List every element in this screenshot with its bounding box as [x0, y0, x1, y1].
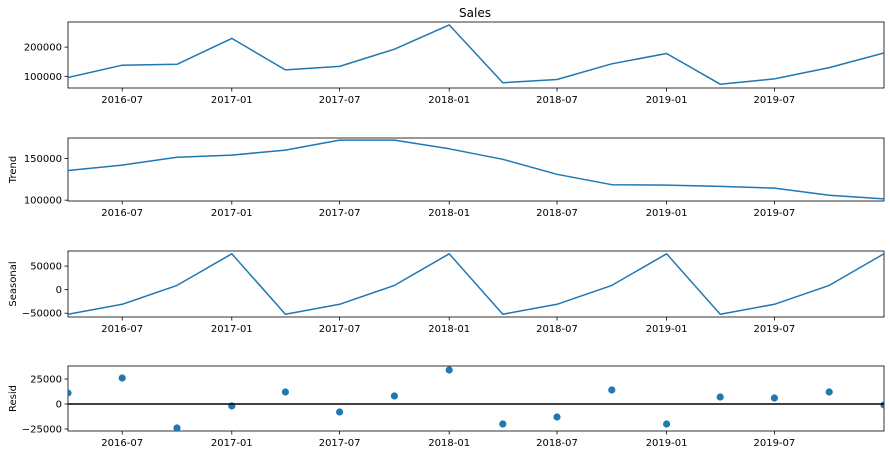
x-tick-label: 2016-07: [101, 324, 143, 335]
chart-title: Sales: [459, 6, 491, 20]
axes-frame: [67, 365, 885, 432]
axes-frame: [67, 250, 885, 318]
x-tick-label: 2017-07: [319, 324, 361, 335]
y-tick-label: 200000: [24, 43, 62, 54]
x-tick-label: 2018-07: [536, 438, 578, 449]
subplot-trend: 100000 150000 2016-07 2017-01 2017-07 2018-01…: [8, 137, 885, 219]
data-layer: [68, 253, 884, 315]
axes-frame: [67, 21, 885, 89]
y-tick-label: 0: [56, 400, 62, 411]
x-tick-label: 2018-01: [428, 438, 470, 449]
x-tick-label: 2019-01: [646, 208, 688, 219]
x-tick-label: 2016-07: [101, 208, 143, 219]
y-axis-label: Trend: [8, 156, 19, 184]
y-tick-label: 0: [56, 285, 62, 296]
x-tick-label: 2016-07: [101, 438, 143, 449]
x-tick-label: 2017-01: [211, 324, 253, 335]
x-tick-label: 2018-01: [428, 95, 470, 106]
y-axis-label: Resid: [8, 385, 19, 412]
residual-point: [118, 374, 126, 382]
data-layer: [68, 366, 884, 431]
residual-point: [445, 366, 453, 374]
y-tick-label: −50000: [22, 309, 62, 320]
residual-point: [68, 389, 72, 397]
y-tick-label: 25000: [30, 375, 62, 386]
x-tick-label: 2018-01: [428, 208, 470, 219]
x-tick-label: 2018-01: [428, 324, 470, 335]
x-tick-label: 2019-07: [754, 324, 796, 335]
x-tick-label: 2016-07: [101, 95, 143, 106]
residual-point: [336, 408, 344, 416]
residual-point: [499, 420, 507, 428]
data-layer: [68, 139, 884, 200]
x-tick-label: 2019-01: [646, 95, 688, 106]
x-tick-label: 2017-01: [211, 208, 253, 219]
y-tick-label: 100000: [24, 72, 62, 83]
axes-frame: [67, 137, 885, 202]
x-tick-label: 2017-01: [211, 95, 253, 106]
y-tick-label: 100000: [24, 196, 62, 207]
x-tick-label: 2018-07: [536, 324, 578, 335]
residual-point: [173, 424, 181, 431]
x-tick-label: 2017-07: [319, 95, 361, 106]
x-tick-label: 2017-07: [319, 438, 361, 449]
series-line: [68, 253, 884, 315]
y-tick-label: −25000: [22, 425, 62, 436]
residual-point: [662, 420, 671, 428]
residual-point: [770, 394, 779, 402]
residual-point: [825, 388, 833, 396]
residual-point: [390, 392, 398, 400]
subplot-panels: 100000 200000 2016-07 2017-01 2017-07 2018-01…: [8, 21, 885, 449]
residual-point: [716, 393, 724, 401]
x-tick-label: 2019-07: [754, 95, 796, 106]
subplot-resid: −25000 0 25000 2016-07 2017-01 2017-07 2018-01…: [8, 365, 885, 449]
residual-point: [608, 386, 616, 394]
y-tick-label: 50000: [30, 262, 62, 273]
x-tick-label: 2017-07: [319, 208, 361, 219]
series-line: [68, 24, 884, 85]
y-axis-label: Seasonal: [8, 261, 19, 306]
x-tick-label: 2018-07: [536, 95, 578, 106]
residual-point: [281, 388, 290, 396]
x-tick-label: 2017-01: [211, 438, 253, 449]
residual-point: [553, 413, 561, 421]
subplot-sales: 100000 200000 2016-07 2017-01 2017-07 2018-01…: [24, 21, 885, 106]
y-tick-label: 150000: [24, 154, 62, 165]
subplot-seasonal: −50000 0 50000 2016-07 2017-01 2017-07 2018-01…: [8, 250, 885, 335]
x-tick-label: 2019-01: [646, 438, 688, 449]
x-tick-label: 2019-07: [754, 208, 796, 219]
series-line: [68, 139, 884, 200]
x-tick-label: 2019-01: [646, 324, 688, 335]
residual-point: [880, 401, 884, 409]
x-tick-label: 2019-07: [754, 438, 796, 449]
data-layer: [68, 24, 884, 85]
x-tick-label: 2018-07: [536, 208, 578, 219]
